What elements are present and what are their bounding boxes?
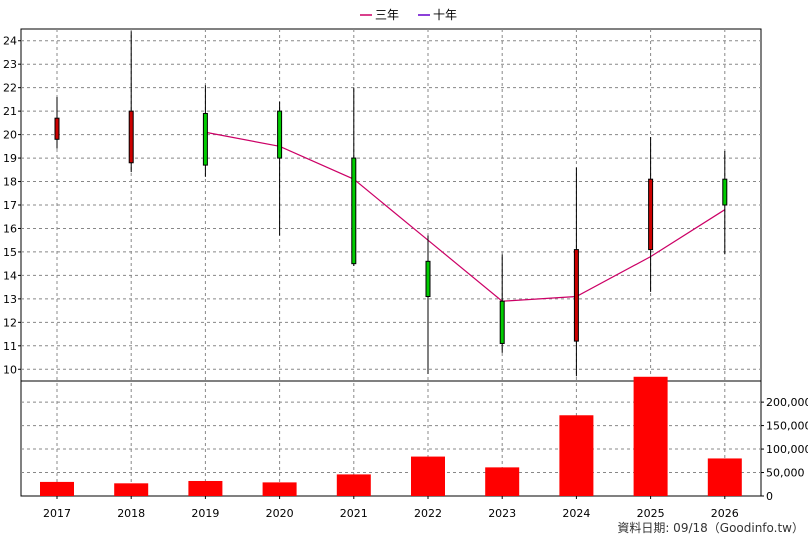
candle-2026 bbox=[722, 151, 728, 255]
price-tick-label-20: 20 bbox=[3, 129, 17, 142]
price-tick-label-12: 12 bbox=[3, 316, 17, 329]
x-tick-label-2024: 2024 bbox=[562, 507, 590, 520]
price-tick-label-11: 11 bbox=[3, 340, 17, 353]
volume-bar-2021 bbox=[336, 474, 371, 496]
volume-bar-2020 bbox=[262, 482, 297, 496]
price-tick-label-21: 21 bbox=[3, 105, 17, 118]
price-tick-label-17: 17 bbox=[3, 199, 17, 212]
candle-2017 bbox=[54, 97, 60, 149]
price-tick-label-14: 14 bbox=[3, 269, 17, 282]
candle-2024 bbox=[573, 167, 579, 377]
candlesticks bbox=[54, 31, 728, 377]
x-tick-label-2021: 2021 bbox=[340, 507, 368, 520]
price-tick-label-24: 24 bbox=[3, 35, 17, 48]
candle-body-2024 bbox=[573, 249, 579, 342]
candle-2019 bbox=[202, 85, 208, 177]
x-tick-label-2022: 2022 bbox=[414, 507, 442, 520]
data-date-footer: 資料日期: 09/18（Goodinfo.tw） bbox=[617, 521, 804, 535]
price-tick-label-15: 15 bbox=[3, 246, 17, 259]
price-tick-label-10: 10 bbox=[3, 363, 17, 376]
three-year-average-line bbox=[205, 131, 726, 302]
volume-bar-2023 bbox=[485, 467, 520, 496]
candle-body-2026 bbox=[722, 178, 728, 206]
legend-label-1: 十年 bbox=[433, 8, 457, 22]
volume-axis: 0 50,000 100,000 150,000 200,000 bbox=[761, 396, 808, 503]
x-tick-label-2026: 2026 bbox=[711, 507, 739, 520]
candle-2025 bbox=[648, 136, 654, 292]
vol-tick-label-200000: 200,000 bbox=[766, 396, 808, 409]
candle-body-2017 bbox=[54, 117, 60, 140]
x-tick-label-2025: 2025 bbox=[637, 507, 665, 520]
volume-bar-2017 bbox=[40, 481, 74, 496]
volume-bar-2026 bbox=[707, 458, 742, 496]
candle-body-2021 bbox=[351, 157, 357, 265]
x-tick-label-2023: 2023 bbox=[488, 507, 516, 520]
candle-body-2025 bbox=[648, 178, 654, 251]
price-tick-label-22: 22 bbox=[3, 82, 17, 95]
candle-body-2020 bbox=[277, 110, 283, 159]
x-tick-label-2020: 2020 bbox=[266, 507, 294, 520]
vol-tick-label-100000: 100,000 bbox=[766, 443, 808, 456]
price-tick-label-18: 18 bbox=[3, 176, 17, 189]
candle-2018 bbox=[128, 31, 134, 173]
x-tick-label-2018: 2018 bbox=[117, 507, 145, 520]
volume-plot-frame bbox=[20, 380, 762, 497]
price-tick-label-13: 13 bbox=[3, 293, 17, 306]
volume-bars bbox=[40, 376, 742, 496]
volume-bar-2018 bbox=[114, 483, 149, 496]
price-tick-label-23: 23 bbox=[3, 58, 17, 71]
candle-body-2023 bbox=[499, 300, 505, 344]
candle-2021 bbox=[351, 87, 357, 267]
candle-2023 bbox=[499, 254, 505, 353]
candle-body-2019 bbox=[202, 112, 208, 166]
price-tick-label-16: 16 bbox=[3, 222, 17, 235]
vol-tick-label-0: 0 bbox=[766, 490, 773, 503]
volume-bar-2025 bbox=[633, 376, 668, 496]
vol-tick-label-150000: 150,000 bbox=[766, 420, 808, 433]
volume-bar-2022 bbox=[411, 456, 445, 496]
candle-2020 bbox=[277, 101, 283, 236]
volume-bar-2019 bbox=[188, 480, 223, 496]
x-tick-label-2019: 2019 bbox=[191, 507, 219, 520]
volume-bar-2024 bbox=[559, 415, 594, 496]
chart-legend: 三年 十年 bbox=[360, 8, 457, 22]
x-tick-label-2017: 2017 bbox=[43, 507, 71, 520]
candle-2022 bbox=[425, 235, 431, 374]
ma-three-year-path bbox=[205, 131, 726, 302]
legend-label-0: 三年 bbox=[375, 8, 399, 22]
price-tick-label-19: 19 bbox=[3, 152, 17, 165]
candle-body-2022 bbox=[425, 260, 431, 298]
price-axis: 10 11 12 13 14 15 16 17 18 19 20 21 22 23 24 bbox=[3, 35, 21, 376]
vol-tick-label-50000: 50,000 bbox=[766, 467, 805, 480]
candle-body-2018 bbox=[128, 110, 134, 164]
year-axis: 2017 2018 2019 2020 2021 2022 2023 2024 2025 2026 bbox=[43, 496, 739, 520]
